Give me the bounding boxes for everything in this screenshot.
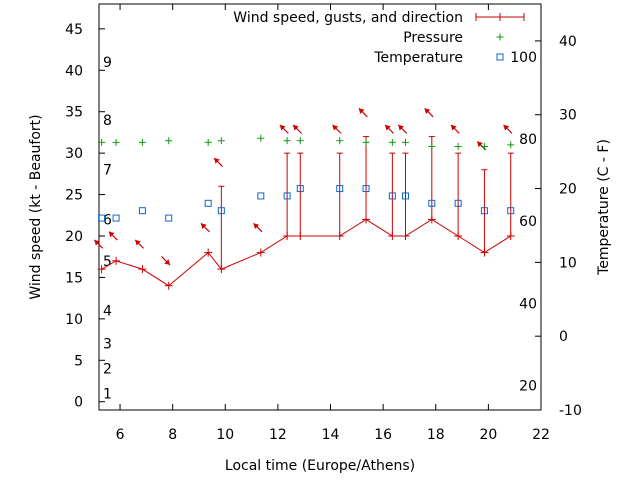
y-left-tick-label: 15 [65,270,83,286]
fahrenheit-label: 80 [519,132,537,148]
temperature-point [480,207,488,215]
y-right-tick-label: 0 [559,329,568,345]
x-tick-label: 10 [216,427,234,443]
y-right-axis-title: Temperature (C - F) [596,139,612,276]
x-tick-label: 22 [532,427,550,443]
fahrenheit-label: 40 [519,297,537,313]
beaufort-label: 8 [103,113,112,129]
temperature-point [112,214,120,222]
y-left-tick-label: 35 [65,105,83,121]
plot-frame [98,3,542,411]
temperature-point [454,199,462,207]
beaufort-label: 7 [103,163,112,179]
legend-label: Wind speed, gusts, and direction [233,10,463,26]
temperature-point [217,207,225,215]
temperature-point [507,207,515,215]
wind-arrow-head [279,124,286,131]
wind-arrow-head [135,239,141,246]
wind-arrow-head [94,239,101,246]
wind-arrow-head [424,108,431,114]
beaufort-label: 4 [103,304,112,320]
temperature-point [428,199,436,207]
y-right-tick-label: 10 [559,255,577,271]
y-left-axis-title: Wind speed (kt - Beaufort) [28,114,44,299]
wind-arrow-head [398,124,404,131]
wind-arrow-head [164,259,170,265]
legend-label: Temperature [373,50,463,66]
legend-label: Pressure [403,30,463,46]
temperature-point [204,199,212,207]
temperature-point [336,185,344,193]
temperature-point [402,192,410,200]
x-axis-title: Local time (Europe/Athens) [225,458,415,474]
wind-arrow-head [214,158,220,164]
y-left-tick-label: 25 [65,188,83,204]
x-tick-label: 16 [374,427,392,443]
y-left-tick-label: 5 [74,353,83,369]
y-left-tick-label: 10 [65,312,83,328]
y-right-tick-label: 30 [559,108,577,124]
wind-arrow-head [503,124,510,131]
y-left-tick-label: 20 [65,229,83,245]
wind-arrow-head [450,124,457,131]
y-left-tick-label: 0 [74,395,83,411]
fahrenheit-label: 100 [510,50,537,66]
temperature-point [138,207,146,215]
temperature-point [362,185,370,193]
legend-temperature-marker [496,53,504,61]
temperature-point [257,192,265,200]
y-right-tick-label: 20 [559,182,577,198]
temperature-point [98,214,106,222]
x-tick-label: 14 [322,427,340,443]
beaufort-label: 1 [103,386,112,402]
beaufort-label: 5 [103,254,112,270]
y-left-tick-label: 30 [65,146,83,162]
temperature-point [296,185,304,193]
beaufort-label: 2 [103,362,112,378]
x-tick-label: 12 [269,427,287,443]
wind-arrow-head [477,141,483,148]
wind-arrow-head [253,223,260,229]
wind-speed-line [101,218,512,287]
wind-arrow-head [332,124,339,131]
y-right-tick-label: -10 [559,403,582,419]
beaufort-label: 9 [103,55,112,71]
x-tick-label: 6 [116,427,125,443]
temperature-point [165,214,173,222]
temperature-point [388,192,396,200]
y-left-tick-label: 45 [65,22,83,38]
y-right-tick-label: 40 [559,34,577,50]
wind-arrow-head [358,108,365,114]
temperature-point [283,192,291,200]
wind-arrow-head [293,124,299,131]
beaufort-label: 3 [103,337,112,353]
x-tick-label: 8 [168,427,177,443]
wind-arrow-head [200,223,207,229]
wind-arrow-head [108,231,115,238]
x-tick-label: 20 [479,427,497,443]
x-tick-label: 18 [427,427,445,443]
wind-arrow-head [385,124,391,131]
beaufort-label: 6 [103,212,112,228]
y-left-tick-label: 40 [65,63,83,79]
fahrenheit-label: 60 [519,214,537,230]
fahrenheit-label: 20 [519,379,537,395]
